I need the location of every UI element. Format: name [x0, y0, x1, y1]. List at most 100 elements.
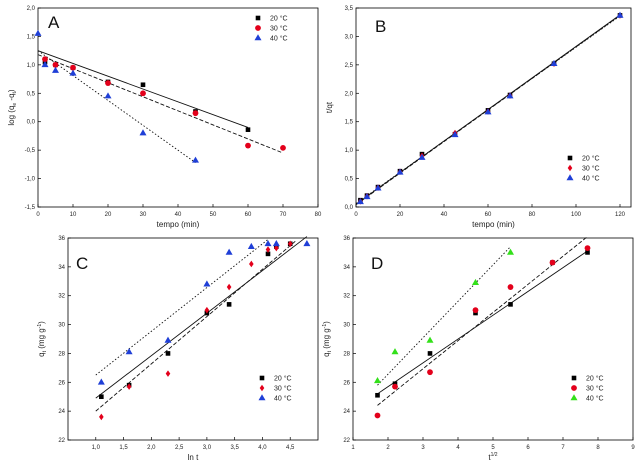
- y-tick-label: 3,5: [345, 6, 354, 12]
- data-point-series-3: [472, 278, 479, 286]
- data-point-series-2: [265, 246, 271, 253]
- data-point-series-2: [549, 259, 556, 266]
- legend-marker-2: [571, 385, 577, 391]
- data-point-series-1: [427, 351, 433, 356]
- legend-label-3: 40 °C: [270, 35, 288, 43]
- x-tick-label: 20: [105, 212, 112, 218]
- y-tick-label: 28: [58, 351, 65, 357]
- legend-label-1: 20 °C: [270, 15, 288, 23]
- x-axis-label: tempo (min): [472, 220, 515, 229]
- legend-marker-1: [567, 155, 573, 161]
- data-point-series-3: [363, 192, 371, 200]
- data-point-series-3: [52, 66, 59, 73]
- data-point-series-1: [508, 302, 513, 307]
- y-tick-label: 1,0: [345, 148, 354, 154]
- legend: 20 °C 30 °C 40 °C: [254, 15, 288, 43]
- x-axis-label: t1/2: [488, 452, 497, 462]
- y-tick-label: 0,0: [27, 120, 36, 126]
- legend-label-2: 30 °C: [582, 165, 600, 173]
- plot-frame: [355, 7, 632, 208]
- data-point-series-3: [97, 378, 105, 385]
- x-tick-label: 3,0: [203, 445, 212, 451]
- data-point-series-3: [451, 130, 459, 138]
- x-tick-label: 1,5: [119, 445, 128, 451]
- chart-panel-a: 0 10 20 30 40 50 60 70 80 -1,5 -1,0 -0,5 0,0 0,5 1,0 1,…: [7, 6, 322, 229]
- y-tick-label: -1,0: [25, 177, 36, 183]
- fit-line-2: [95, 240, 297, 412]
- x-tick-label: 3,5: [230, 445, 239, 451]
- data-point-series-2: [140, 90, 146, 97]
- y-tick-label: 36: [343, 236, 350, 242]
- data-point-series-1: [265, 251, 271, 257]
- data-point-series-2: [374, 412, 381, 419]
- fit-line-1: [37, 50, 249, 128]
- x-tick-label: 9: [631, 445, 635, 451]
- legend-label-2: 30 °C: [586, 385, 604, 393]
- y-axis-label: qt (mg g-1): [37, 321, 48, 357]
- data-point-series-3: [264, 239, 272, 247]
- x-tick-label: 60: [245, 212, 252, 218]
- y-tick-label: 26: [58, 380, 65, 386]
- legend-label-3: 40 °C: [582, 175, 600, 183]
- data-point-series-2: [287, 240, 293, 248]
- data-point-series-3: [225, 248, 233, 255]
- x-tick-label: 60: [485, 212, 492, 218]
- x-tick-label: 120: [615, 212, 626, 218]
- y-tick-label: 24: [343, 409, 350, 415]
- y-tick-label: 28: [343, 351, 350, 357]
- y-tick-label: 34: [343, 265, 350, 271]
- y-tick-label: 30: [58, 323, 65, 329]
- legend-marker-1: [259, 375, 265, 381]
- data-point-series-1: [375, 392, 380, 398]
- legend-label-3: 40 °C: [586, 395, 604, 403]
- legend: 20 °C 30 °C 40 °C: [258, 375, 292, 403]
- data-point-series-3: [507, 248, 514, 255]
- data-point-series-2: [105, 80, 111, 86]
- x-tick-label: 50: [210, 212, 217, 218]
- y-tick-label: 0,5: [27, 91, 36, 97]
- data-point-series-3: [303, 239, 311, 247]
- legend-marker-3: [566, 174, 574, 181]
- legend-label-1: 20 °C: [586, 375, 604, 383]
- legend-marker-3: [258, 394, 266, 401]
- y-tick-label: 32: [58, 294, 65, 300]
- x-tick-label: 10: [70, 212, 77, 218]
- x-tick-label: 80: [529, 212, 536, 218]
- data-point-series-2: [192, 110, 199, 117]
- data-point-series-3: [374, 184, 382, 191]
- data-point-series-3: [41, 61, 49, 68]
- data-point-series-3: [396, 168, 404, 175]
- x-tick-label: 3: [421, 445, 425, 451]
- legend-label-1: 20 °C: [582, 155, 600, 163]
- x-axis-label: ln t: [188, 453, 199, 462]
- y-tick-label: 32: [343, 294, 350, 300]
- data-point-series-2: [472, 307, 479, 314]
- legend-marker-2: [255, 25, 261, 31]
- data-point-series-3: [125, 348, 133, 355]
- panel-letter: C: [76, 254, 88, 273]
- panel-letter: A: [48, 13, 60, 32]
- x-tick-label: 1: [351, 445, 355, 451]
- data-point-series-2: [165, 370, 171, 377]
- plot-frame: [352, 237, 634, 441]
- legend-marker-1: [255, 15, 261, 21]
- x-tick-label: 2,5: [175, 445, 184, 451]
- y-tick-label: 1,5: [27, 34, 36, 40]
- x-tick-label: 4,0: [258, 445, 267, 451]
- data-point-series-3: [484, 108, 492, 115]
- x-tick-label: 80: [315, 212, 322, 218]
- data-point-series-2: [427, 369, 433, 376]
- data-point-series-3: [391, 348, 399, 355]
- data-point-series-3: [272, 239, 280, 247]
- data-point-series-1: [99, 394, 104, 400]
- y-tick-label: 26: [343, 380, 350, 386]
- plot-frame: [67, 237, 319, 441]
- data-point-series-2: [245, 142, 251, 149]
- data-point-series-2: [52, 61, 59, 68]
- data-point-series-3: [247, 242, 255, 249]
- fit-line-3: [37, 50, 196, 164]
- fit-line-3: [377, 246, 511, 386]
- x-tick-label: 4: [456, 445, 460, 451]
